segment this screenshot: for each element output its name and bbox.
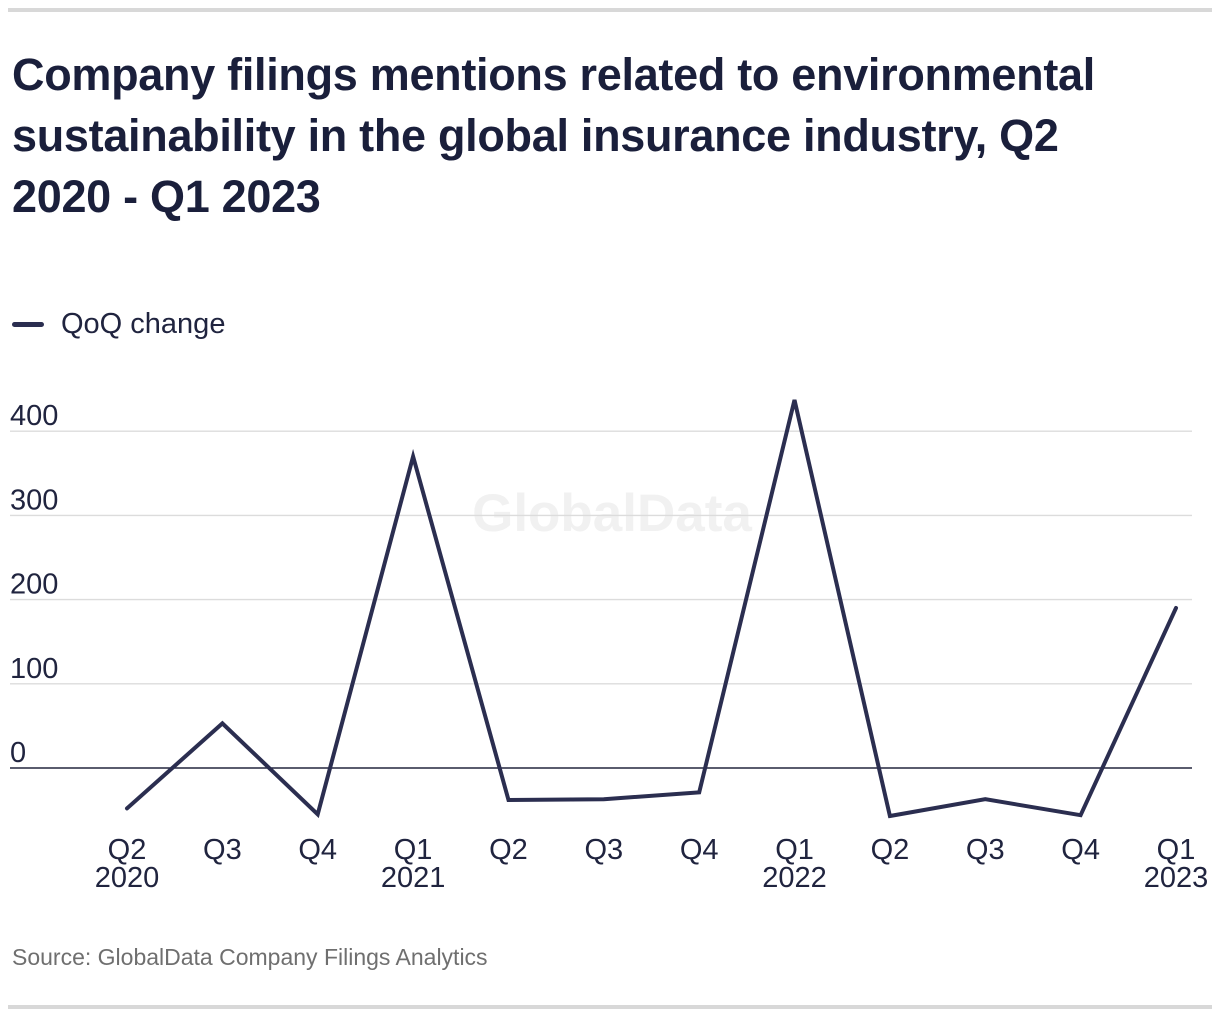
x-tick-quarter-q4-2022: Q4 [1061, 834, 1100, 866]
x-tick-quarter-q3-2020: Q3 [203, 834, 242, 866]
x-tick-quarter-q2-2022: Q2 [871, 834, 910, 866]
chart-title: Company filings mentions related to envi… [12, 44, 1095, 227]
y-tick-label-100: 100 [10, 653, 58, 685]
bottom-divider [8, 1005, 1212, 1009]
chart-title-line-3: 2020 - Q1 2023 [12, 171, 321, 222]
x-tick-year-2020: 2020 [95, 862, 160, 894]
source-note: Source: GlobalData Company Filings Analy… [12, 944, 488, 970]
x-tick-quarter-q4-2021: Q4 [680, 834, 719, 866]
x-tick-quarter-q3-2021: Q3 [584, 834, 623, 866]
qoq-change-series-line [125, 399, 1178, 819]
x-tick-quarter-q2-2021: Q2 [489, 834, 528, 866]
x-tick-quarter-q3-2022: Q3 [966, 834, 1005, 866]
x-tick-quarter-q2-2020: Q2 [108, 834, 147, 866]
x-tick-quarter-q1-2022: Q1 [775, 834, 814, 866]
y-tick-label-400: 400 [10, 400, 58, 432]
legend-line-swatch [12, 321, 44, 327]
x-tick-quarter-q1-2021: Q1 [394, 834, 433, 866]
chart-title-line-2: sustainability in the global insurance i… [12, 110, 1059, 161]
x-tick-quarter-q4-2020: Q4 [298, 834, 337, 866]
x-tick-year-2022: 2022 [762, 862, 827, 894]
x-tick-year-2021: 2021 [381, 862, 446, 894]
y-tick-label-200: 200 [10, 569, 58, 601]
x-tick-quarter-q1-2023: Q1 [1157, 834, 1196, 866]
legend: QoQ change [12, 307, 226, 340]
x-tick-year-2023: 2023 [1144, 862, 1209, 894]
top-divider [8, 8, 1212, 12]
legend-label: QoQ change [61, 307, 226, 340]
y-tick-label-300: 300 [10, 484, 58, 516]
chart-title-line-1: Company filings mentions related to envi… [12, 49, 1095, 100]
y-tick-label-0: 0 [10, 737, 26, 769]
globaldata-watermark: GlobalData [472, 484, 752, 543]
